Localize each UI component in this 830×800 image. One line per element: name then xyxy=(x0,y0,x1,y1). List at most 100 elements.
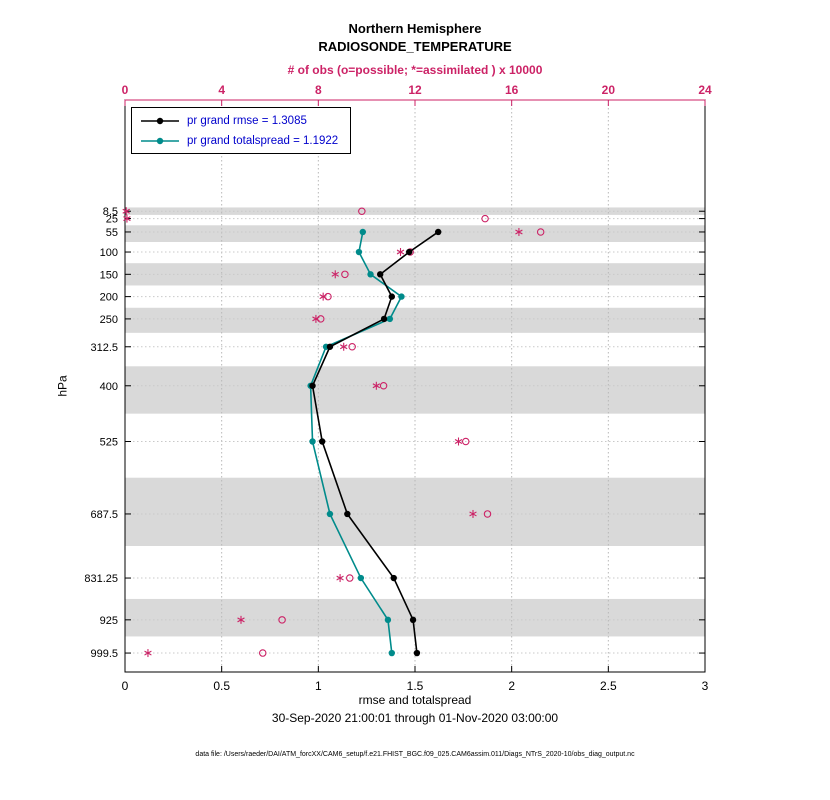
rmse-point xyxy=(406,248,413,256)
obs-assimilated-marker xyxy=(144,650,152,656)
top-axis-label: # of obs (o=possible; *=assimilated ) x … xyxy=(287,63,543,77)
top-tick-label: 12 xyxy=(408,83,422,97)
x-tick-label: 1 xyxy=(315,679,322,693)
obs-assimilated-marker xyxy=(336,575,344,581)
y-tick-label: 831.25 xyxy=(84,573,118,585)
x-tick-label: 3 xyxy=(702,679,709,693)
rmse-point xyxy=(413,649,421,657)
obs-assimilated-marker xyxy=(372,383,381,389)
chart-subtitle: RADIOSONDE_TEMPERATURE xyxy=(318,39,512,54)
chart-title: Northern Hemisphere xyxy=(348,21,482,36)
y-tick-label: 525 xyxy=(100,437,118,449)
rmse-line-sample-icon xyxy=(141,117,179,124)
obs-possible-marker xyxy=(461,437,470,446)
bottom-axis-label: rmse and totalspread xyxy=(358,693,472,707)
y-tick-label: 150 xyxy=(100,269,118,281)
obs-assimilated-marker xyxy=(123,216,131,222)
rmse-point xyxy=(435,228,442,236)
obs-assimilated-marker xyxy=(237,617,245,623)
x-tick-label: 1.5 xyxy=(407,679,424,693)
y-tick-label: 200 xyxy=(100,292,118,304)
rmse-line xyxy=(311,231,439,654)
pressure-band xyxy=(125,207,705,215)
legend-item-totalspread: pr grand totalspread = 1.1922 xyxy=(140,131,338,150)
rmse-point xyxy=(388,293,395,300)
totalspread-point xyxy=(384,616,392,624)
x-tick-label: 0 xyxy=(122,679,129,693)
y-axis-label: hPa xyxy=(55,375,70,397)
pressure-band xyxy=(125,366,705,414)
obs-possible-marker xyxy=(345,574,354,582)
rmse-point xyxy=(390,574,397,582)
obs-possible-marker xyxy=(379,382,388,390)
top-tick-label: 20 xyxy=(602,83,616,97)
obs-possible-marker xyxy=(258,649,267,657)
y-tick-label: 55 xyxy=(106,227,118,239)
y-tick-label: 25 xyxy=(106,214,118,226)
totalspread-point xyxy=(355,248,363,256)
obs-possible-marker xyxy=(324,292,332,301)
pressure-band xyxy=(125,225,705,242)
rmse-point xyxy=(409,616,417,624)
x-tick-label: 2 xyxy=(508,679,515,693)
y-tick-label: 400 xyxy=(100,381,118,393)
rmse-point xyxy=(344,510,351,518)
totalspread-point xyxy=(386,315,394,323)
totalspread-point xyxy=(359,228,366,236)
totalspread-point xyxy=(326,510,334,518)
obs-assimilated-marker xyxy=(319,294,327,300)
legend-box: pr grand rmse = 1.3085 pr grand totalspr… xyxy=(131,107,352,154)
obs-possible-marker xyxy=(536,228,545,236)
datafile-footnote: data file: /Users/raeder/DAI/ATM_forcXX/… xyxy=(195,751,635,758)
obs-assimilated-marker xyxy=(331,271,339,277)
rmse-point xyxy=(326,343,334,350)
obs-assimilated-marker xyxy=(515,229,523,235)
y-tick-label: 8.5 xyxy=(103,206,118,218)
top-tick-label: 24 xyxy=(698,83,712,97)
totalspread-line xyxy=(309,231,403,654)
top-tick-label: 8 xyxy=(315,83,322,97)
y-tick-label: 250 xyxy=(100,314,118,326)
x-tick-label: 2.5 xyxy=(600,679,617,693)
obs-possible-marker xyxy=(481,214,489,223)
top-tick-label: 16 xyxy=(505,83,519,97)
pressure-band xyxy=(125,477,705,546)
legend-item-rmse: pr grand rmse = 1.3085 xyxy=(140,111,338,130)
rmse-point xyxy=(380,315,388,323)
pressure-band xyxy=(125,263,705,286)
legend-label-rmse: pr grand rmse = 1.3085 xyxy=(187,114,307,127)
x-tick-label: 0.5 xyxy=(213,679,230,693)
totalspread-point xyxy=(309,438,316,445)
y-tick-label: 999.5 xyxy=(90,648,118,660)
rmse-point xyxy=(377,271,384,278)
obs-possible-marker xyxy=(341,270,349,279)
obs-assimilated-marker xyxy=(454,439,463,444)
top-tick-label: 0 xyxy=(122,83,129,97)
obs-assimilated-marker xyxy=(339,344,348,350)
y-tick-label: 687.5 xyxy=(90,509,118,521)
rmse-point xyxy=(309,382,316,389)
time-range-label: 30-Sep-2020 21:00:01 through 01-Nov-2020… xyxy=(271,711,559,725)
obs-possible-marker xyxy=(316,315,325,323)
totalspread-point xyxy=(398,293,405,300)
obs-possible-marker xyxy=(358,207,366,215)
obs-possible-marker xyxy=(278,616,286,624)
top-tick-label: 4 xyxy=(218,83,225,97)
totalspread-line-sample-icon xyxy=(141,137,179,144)
y-tick-label: 312.5 xyxy=(90,342,118,354)
legend-label-totalspread: pr grand totalspread = 1.1922 xyxy=(187,134,339,147)
totalspread-point xyxy=(367,271,374,278)
rmse-point xyxy=(319,438,326,445)
totalspread-point xyxy=(357,574,365,582)
obs-assimilated-marker xyxy=(469,511,477,517)
obs-possible-marker xyxy=(483,510,492,518)
obs-assimilated-marker xyxy=(396,249,405,255)
totalspread-point xyxy=(388,649,395,657)
obs-possible-marker xyxy=(348,343,356,351)
obs-assimilated-marker xyxy=(312,316,320,322)
y-tick-label: 925 xyxy=(100,615,118,627)
y-tick-label: 100 xyxy=(100,247,118,259)
obs-assimilated-marker xyxy=(122,208,130,214)
